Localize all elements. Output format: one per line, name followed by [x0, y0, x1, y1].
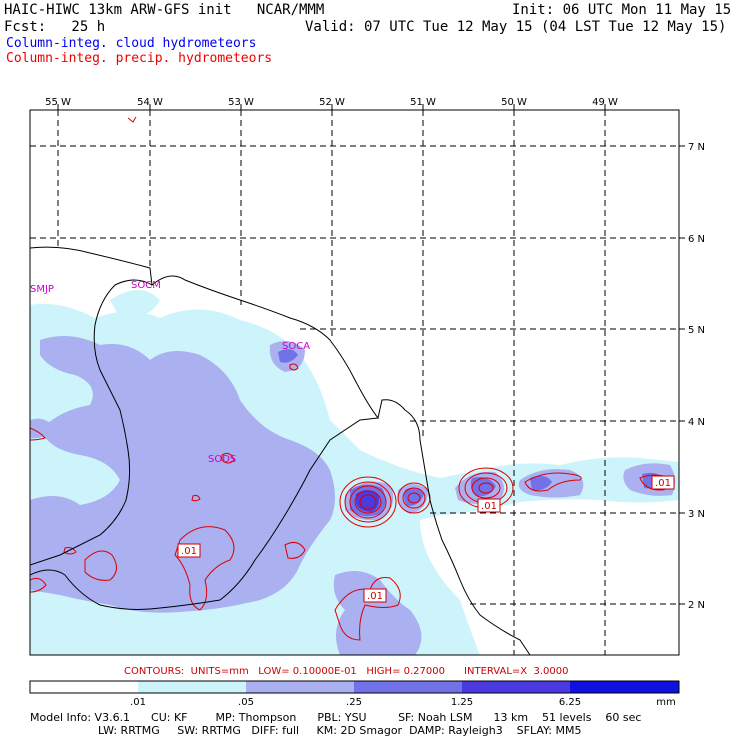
lon-label-51w: 51 W [410, 97, 436, 108]
contour-label-1: .01 [177, 543, 201, 558]
lon-label-53w: 53 W [228, 97, 254, 108]
lon-label-54w: 54 W [137, 97, 163, 108]
colorbar-units: mm [656, 697, 675, 708]
colorbar-tick-2: .05 [238, 697, 254, 708]
colorbar-tick-4: 1.25 [451, 697, 473, 708]
colorbar: .01 .05 .25 1.25 6.25 mm [29, 680, 680, 708]
lat-label-6n: 6 N [688, 234, 705, 245]
svg-text:.01: .01 [655, 478, 671, 489]
lat-label-5n: 5 N [688, 325, 705, 336]
station-smjp: SMJP [30, 284, 54, 295]
contour-label-4: .01 [363, 588, 387, 603]
init-time: Init: 06 UTC Mon 11 May 15 [512, 2, 732, 18]
legend-precip: Column-integ. precip. hydrometeors [6, 51, 273, 66]
station-soca: SOCA [282, 341, 310, 352]
contour-label-3: .01 [651, 475, 675, 490]
coastline [30, 246, 531, 655]
contour-label-2: .01 [477, 498, 501, 513]
station-socm: SOCM [131, 280, 161, 291]
map-frame [29, 109, 680, 656]
cloud-shade-mid [30, 336, 676, 655]
colorbar-tick-5: 6.25 [559, 697, 581, 708]
lat-label-7n: 7 N [688, 142, 705, 153]
forecast-hour: Fcst: 25 h [4, 19, 106, 35]
valid-time: Valid: 07 UTC Tue 12 May 15 (04 LST Tue … [305, 19, 727, 35]
plot-title: HAIC-HIWC 13km ARW-GFS init NCAR/MMM [4, 2, 325, 18]
lat-label-4n: 4 N [688, 417, 705, 428]
shading-layer [30, 290, 679, 655]
model-info-line1: Model Info: V3.6.1 CU: KF MP: Thompson P… [30, 711, 642, 724]
colorbar-tick-1: .01 [130, 697, 146, 708]
colorbar-tick-3: .25 [346, 697, 362, 708]
lon-label-50w: 50 W [501, 97, 527, 108]
model-info-line2: LW: RRTMG SW: RRTMG DIFF: full KM: 2D Sm… [98, 724, 582, 737]
lon-label-55w: 55 W [45, 97, 71, 108]
grid-lines [30, 110, 679, 655]
station-sods: SODS [208, 454, 236, 465]
svg-text:.01: .01 [367, 591, 383, 602]
svg-text:.01: .01 [481, 501, 497, 512]
svg-text:.01: .01 [181, 546, 197, 557]
axis-ticks [57, 104, 685, 605]
contour-info: CONTOURS: UNITS=mm LOW= 0.10000E-01 HIGH… [124, 666, 569, 677]
legend-cloud: Column-integ. cloud hydrometeors [6, 36, 257, 51]
lon-label-49w: 49 W [592, 97, 618, 108]
lat-label-2n: 2 N [688, 600, 705, 611]
lat-label-3n: 3 N [688, 509, 705, 520]
lon-label-52w: 52 W [319, 97, 345, 108]
